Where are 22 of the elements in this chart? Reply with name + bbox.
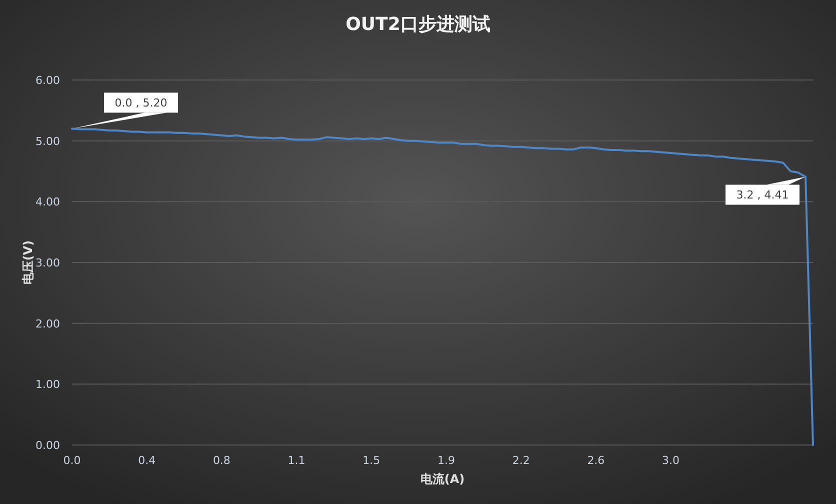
- x-tick-label: 3.0: [662, 454, 680, 467]
- y-tick-label: 3.00: [36, 256, 60, 270]
- data-label: 3.2 , 4.41: [736, 188, 789, 202]
- x-tick-label: 2.2: [512, 454, 530, 467]
- x-tick-label: 0.4: [138, 454, 156, 467]
- line-series: [71, 128, 814, 446]
- y-tick-label: 4.00: [36, 196, 60, 209]
- x-tick-label: 2.6: [587, 454, 605, 467]
- data-label: 0.0 , 5.20: [114, 96, 168, 110]
- y-tick-label: 6.00: [36, 74, 60, 87]
- y-tick-label: 0.00: [36, 439, 60, 452]
- x-axis-title: 电流(A): [420, 472, 465, 486]
- x-tick-label: 1.9: [437, 454, 455, 467]
- y-tick-label: 2.00: [36, 317, 60, 330]
- x-tick-label: 1.5: [362, 454, 380, 467]
- x-tick-label: 0.8: [212, 454, 230, 467]
- x-tick-label: 0.0: [63, 454, 81, 467]
- y-tick-label: 5.00: [36, 134, 60, 148]
- y-axis-title: 电压(V): [21, 240, 35, 285]
- y-tick-label: 1.00: [36, 378, 60, 392]
- x-tick-label: 1.1: [288, 454, 306, 467]
- chart-title: OUT2口步进测试: [346, 14, 490, 35]
